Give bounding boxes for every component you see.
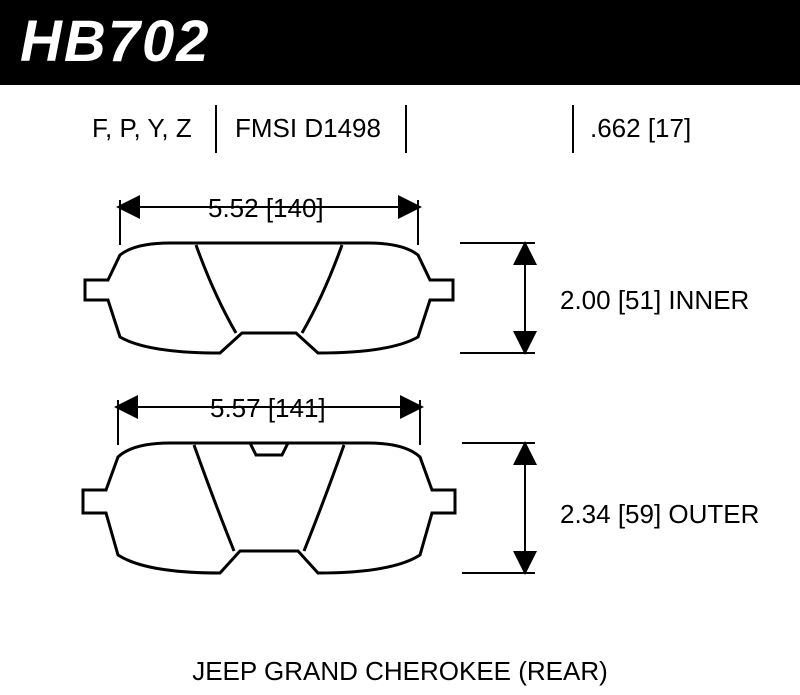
vehicle-label: JEEP GRAND CHEROKEE (REAR) [0,656,800,687]
diagram-area: F, P, Y, Z FMSI D1498 .662 [17] 5.52 [14… [0,85,800,695]
outer-pad-outline [83,443,455,573]
inner-pad-outline [85,243,453,353]
header-bar: HB702 [0,0,800,85]
part-number: HB702 [20,9,211,74]
pad-diagram-svg [0,85,800,685]
